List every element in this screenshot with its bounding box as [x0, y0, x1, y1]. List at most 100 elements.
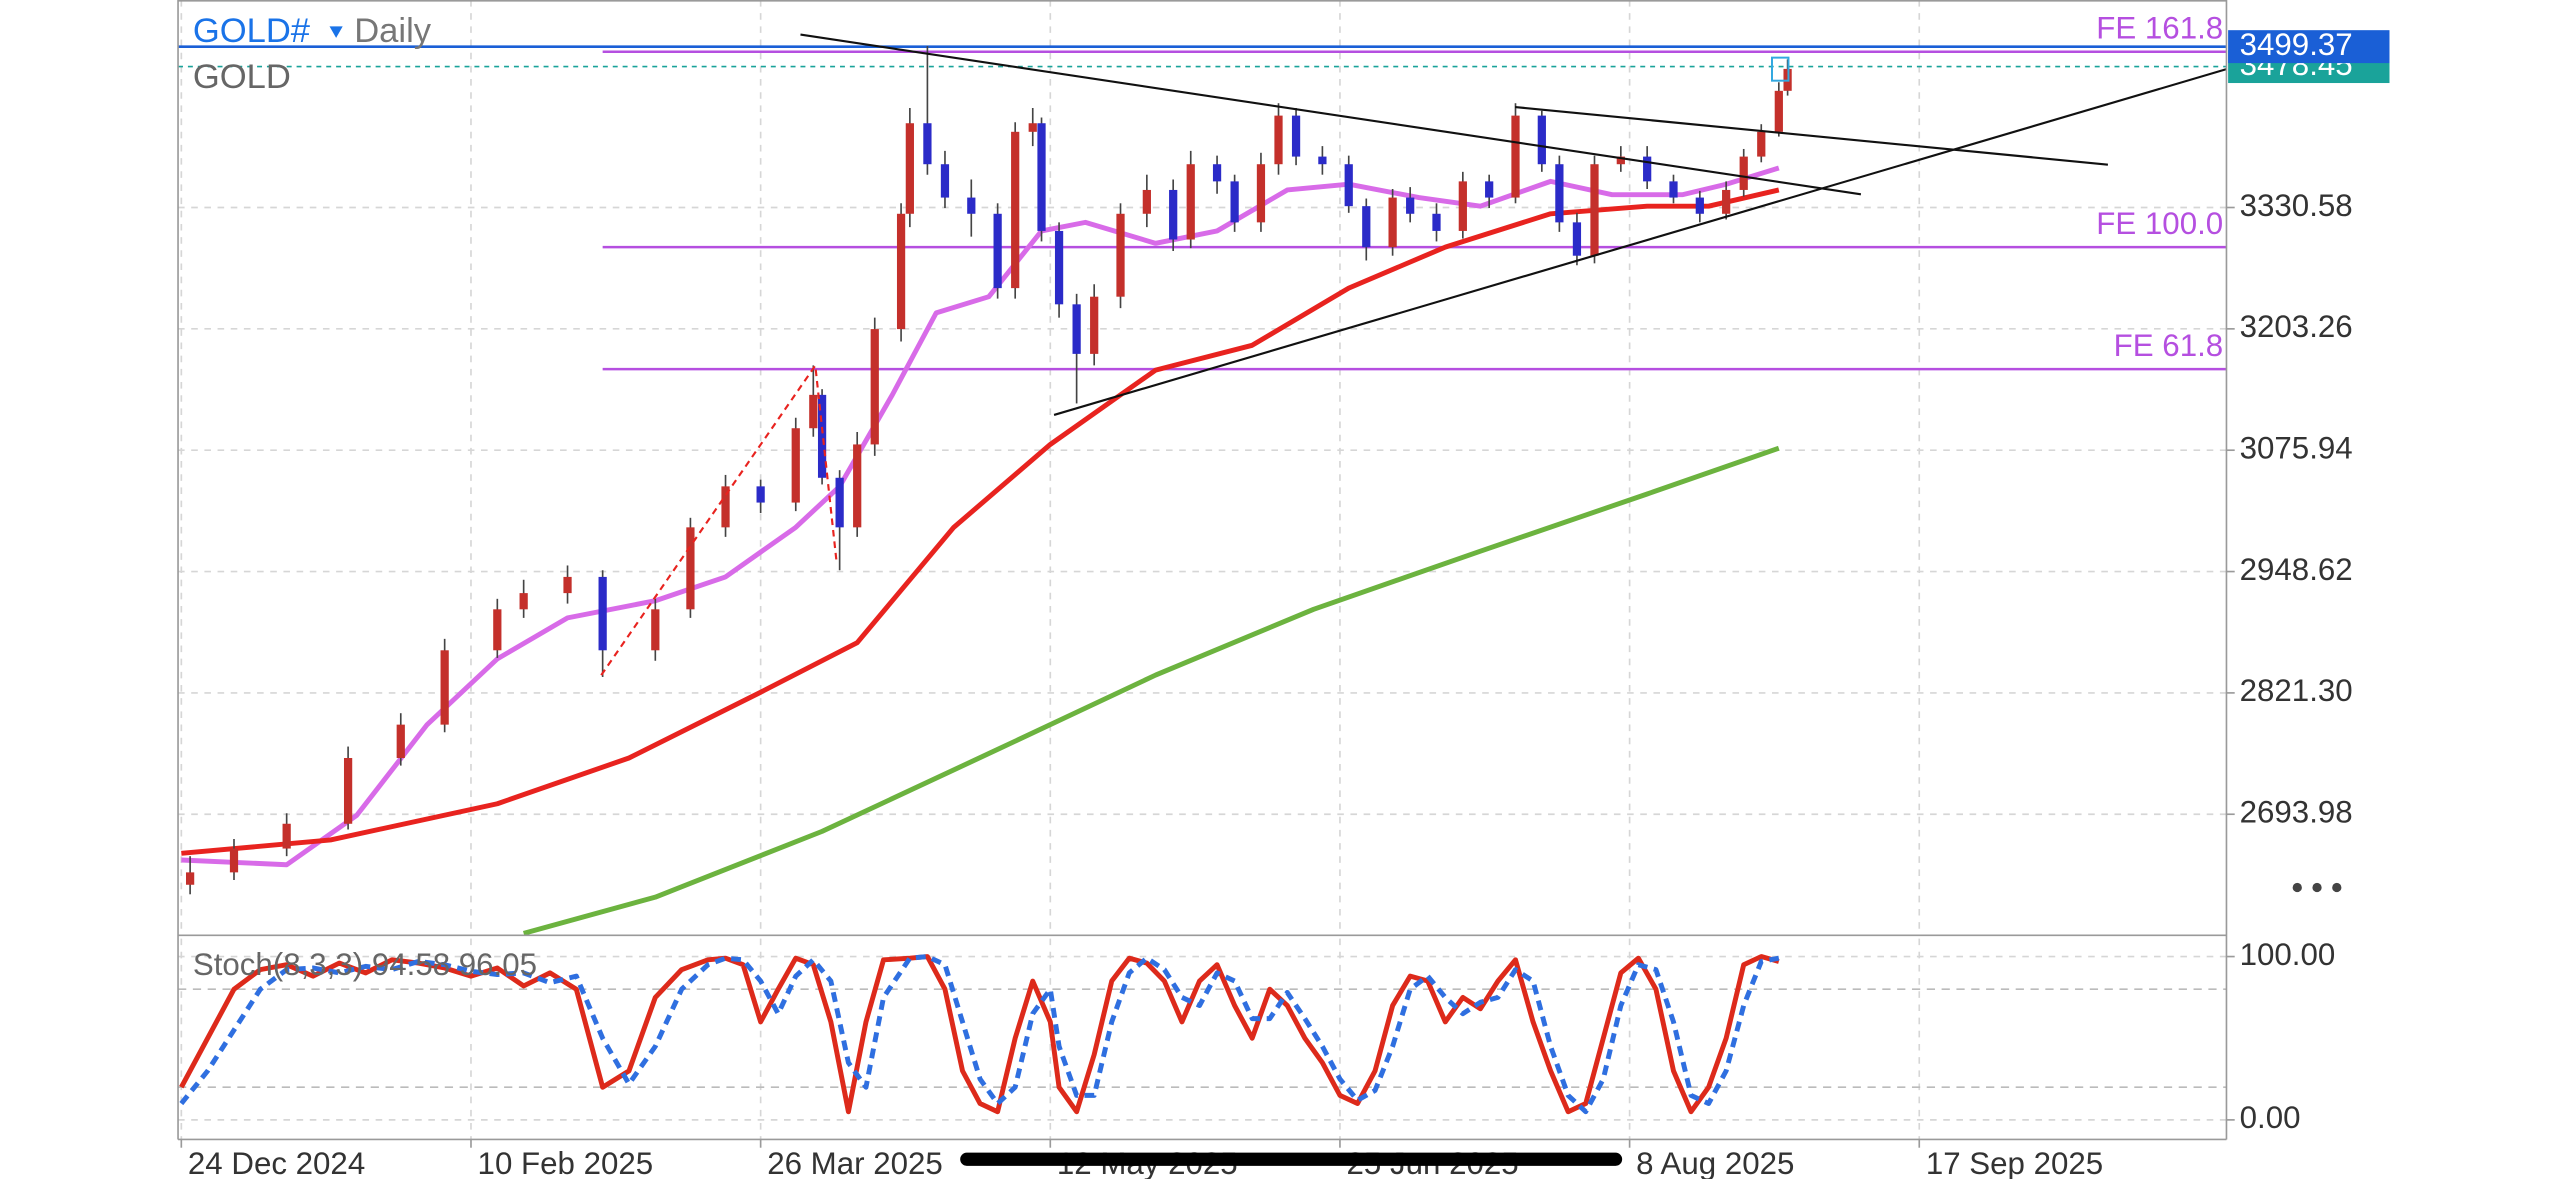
- candle-body: [1616, 156, 1625, 165]
- wave-line: [600, 362, 838, 676]
- candle-body: [1774, 90, 1783, 132]
- candle-body: [1186, 164, 1195, 240]
- candle: [1028, 107, 1037, 147]
- candle: [905, 107, 914, 228]
- candle: [923, 46, 932, 175]
- candle-body: [563, 576, 572, 594]
- candle-body: [1291, 115, 1301, 157]
- candle: [809, 365, 818, 437]
- y-tick-label: 2948.62: [2240, 552, 2353, 587]
- candle: [1212, 155, 1222, 194]
- drawings: [600, 33, 2227, 676]
- candle: [940, 150, 950, 209]
- fib-label: FE 161.8: [2096, 11, 2223, 46]
- candle-body: [1555, 164, 1564, 223]
- grid-layer: [178, 0, 2227, 1140]
- candle: [519, 579, 528, 618]
- candle-body: [896, 213, 906, 330]
- candle-layer: [185, 46, 1792, 895]
- candle: [1722, 181, 1731, 220]
- candle-body: [835, 477, 844, 528]
- candle: [1186, 150, 1195, 249]
- cursor-box: [1771, 56, 1790, 82]
- y-tick-label: 2693.98: [2240, 795, 2353, 830]
- dot[interactable]: [2292, 882, 2302, 893]
- candle-body: [923, 123, 932, 165]
- candle: [1090, 284, 1099, 366]
- symbol-title[interactable]: GOLD#: [193, 12, 311, 50]
- candle: [1072, 293, 1081, 404]
- candle-body: [229, 848, 239, 873]
- moving-average: [181, 187, 1780, 856]
- candle-body: [1511, 115, 1520, 198]
- candle: [229, 839, 239, 880]
- candle-body: [993, 213, 1002, 289]
- candle-body: [1572, 222, 1582, 256]
- candle-body: [440, 650, 449, 725]
- candle: [1362, 198, 1371, 261]
- candle: [440, 638, 449, 733]
- candle-body: [1274, 115, 1283, 165]
- candle: [1669, 174, 1678, 204]
- candle-body: [1116, 213, 1125, 297]
- candle-body: [1344, 164, 1353, 207]
- candle: [493, 598, 502, 658]
- candle-body: [1028, 123, 1037, 132]
- candle-body: [686, 527, 695, 610]
- home-indicator[interactable]: [960, 1152, 1623, 1166]
- candle-body: [1011, 131, 1020, 289]
- candle-body: [721, 486, 730, 528]
- candle: [686, 517, 695, 618]
- fib-label: FE 61.8: [2114, 328, 2224, 363]
- candle: [1142, 174, 1151, 228]
- stoch-line: [179, 954, 1780, 1115]
- candle: [1274, 103, 1283, 175]
- dot[interactable]: [2312, 882, 2322, 893]
- candle-body: [1362, 206, 1371, 248]
- candle: [396, 713, 405, 766]
- candle: [282, 813, 291, 857]
- fib-label: FE 100.0: [2096, 206, 2223, 241]
- candle-body: [756, 486, 765, 503]
- candle: [896, 203, 906, 342]
- candle: [1572, 212, 1582, 266]
- candle: [1169, 179, 1178, 251]
- dot[interactable]: [2332, 882, 2342, 893]
- candle-body: [1212, 164, 1222, 182]
- candle-body: [1695, 197, 1704, 214]
- candle-body: [1090, 296, 1099, 354]
- dropdown-icon[interactable]: [329, 26, 343, 38]
- candle-body: [1537, 115, 1546, 165]
- candle: [1388, 188, 1397, 256]
- candle-body: [651, 609, 660, 651]
- candle: [817, 389, 827, 485]
- candle-body: [396, 724, 405, 758]
- candle-body: [185, 872, 195, 885]
- candle-body: [1757, 131, 1766, 157]
- candle: [1537, 110, 1546, 172]
- candle-body: [598, 576, 607, 651]
- candle-body: [1722, 189, 1731, 214]
- candle-body: [1485, 181, 1494, 198]
- candle-body: [1388, 197, 1397, 248]
- candle-body: [905, 123, 914, 214]
- candle-body: [1458, 181, 1467, 231]
- candle: [993, 203, 1002, 299]
- candle: [1458, 171, 1467, 239]
- candle-body: [1406, 197, 1415, 214]
- candle: [1643, 146, 1652, 189]
- y-tick-label: 3075.94: [2240, 430, 2353, 465]
- candle: [1511, 103, 1520, 204]
- candle-body: [493, 609, 502, 651]
- candle-body: [1169, 189, 1178, 240]
- interval[interactable]: Daily: [354, 12, 432, 50]
- x-tick-label: 24 Dec 2024: [188, 1146, 365, 1179]
- y-tick-label: 3203.26: [2240, 309, 2353, 344]
- candle: [1739, 148, 1748, 197]
- more-button[interactable]: [2292, 882, 2342, 893]
- candle-body: [343, 757, 353, 824]
- y-tick-label: 100.00: [2240, 937, 2336, 972]
- candle-body: [817, 394, 827, 478]
- x-tick-label: 26 Mar 2025: [767, 1146, 943, 1179]
